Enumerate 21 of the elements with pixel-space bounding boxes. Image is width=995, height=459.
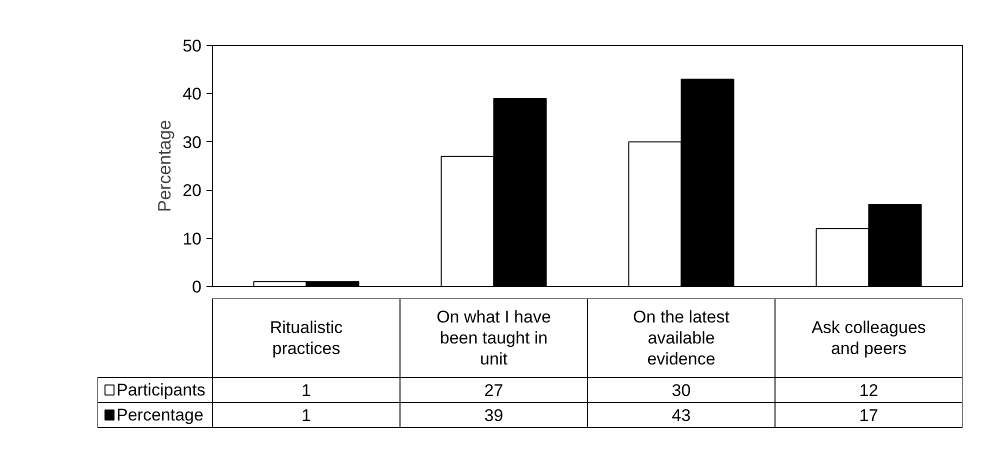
x-tick-label: Ask colleagues and peers [812, 318, 926, 358]
data-label: 1 [302, 406, 311, 425]
y-axis-title: Percentage [154, 120, 175, 212]
legend-label: Participants [116, 380, 206, 400]
x-tick-label: Ritualistic practices [270, 318, 344, 358]
x-tick-label: On what I have been taught in unit [436, 308, 551, 368]
legend-label: Percentage [116, 406, 204, 424]
data-label: 17 [859, 406, 878, 425]
x-tick-label: On the latest available evidence [633, 308, 730, 368]
y-tick-label: 20 [182, 181, 202, 200]
data-label: 43 [672, 406, 691, 425]
y-tick-label: 0 [192, 278, 202, 296]
data-label: 12 [859, 381, 878, 400]
y-tick-label: 40 [182, 84, 202, 104]
y-tick-label: 50 [182, 36, 202, 56]
y-tick-label: 10 [182, 229, 202, 248]
data-label: 27 [484, 381, 504, 400]
data-label: 30 [672, 381, 691, 400]
data-label: 39 [484, 406, 504, 425]
data-label: 1 [302, 381, 311, 400]
y-tick-label: 30 [182, 132, 202, 152]
